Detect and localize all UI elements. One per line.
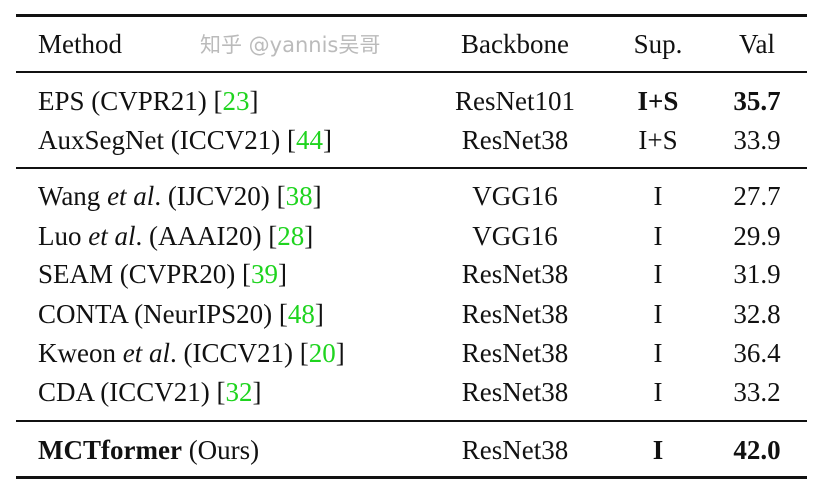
val-cell: 42.0 xyxy=(733,435,781,465)
backbone-cell: ResNet38 xyxy=(461,435,569,465)
method-name: CONTA xyxy=(38,299,128,329)
sup-cell: I xyxy=(653,181,663,211)
et-al: et al xyxy=(115,338,170,368)
method-cell: Kweon et al. (ICCV21) [20] xyxy=(38,335,345,371)
sup-cell: I xyxy=(652,435,664,465)
citation[interactable]: [44] xyxy=(286,125,332,155)
backbone-cell: ResNet38 xyxy=(461,259,569,289)
citation-number[interactable]: 38 xyxy=(285,181,313,211)
val-cell: 33.2 xyxy=(733,377,781,407)
watermark: 知乎 @yannis吴哥 xyxy=(200,33,381,57)
venue: (CVPR20) xyxy=(113,259,243,289)
method-name: Luo xyxy=(38,221,82,251)
venue: (ICCV21) xyxy=(93,377,217,407)
val-cell: 35.7 xyxy=(733,86,781,116)
venue: . (ICCV21) xyxy=(169,338,300,368)
top-rule xyxy=(16,14,807,17)
citation[interactable]: [32] xyxy=(216,377,262,407)
sup-cell: I xyxy=(653,338,663,368)
method-name: MCTformer xyxy=(38,435,182,465)
citation-number[interactable]: 20 xyxy=(308,338,336,368)
citation-number[interactable]: 32 xyxy=(225,377,253,407)
sup-cell: I+S xyxy=(637,86,679,116)
group-rule xyxy=(16,420,807,422)
method-cell: Luo et al. (AAAI20) [28] xyxy=(38,218,313,254)
citation-number[interactable]: 39 xyxy=(251,259,279,289)
method-name: CDA xyxy=(38,377,94,407)
header-method: Method xyxy=(38,29,122,59)
sup-cell: I xyxy=(653,221,663,251)
citation[interactable]: [39] xyxy=(242,259,288,289)
backbone-cell: ResNet38 xyxy=(461,125,569,155)
group-rule xyxy=(16,167,807,169)
table-row: Luo et al. (AAAI20) [28] VGG16 I 29.9 xyxy=(0,218,814,254)
table-row: MCTformer (Ours) ResNet38 I 42.0 xyxy=(0,432,814,468)
header-row: Method Backbone Sup. Val xyxy=(0,26,814,62)
sup-cell: I xyxy=(653,377,663,407)
header-sup: Sup. xyxy=(633,29,683,59)
method-cell: AuxSegNet (ICCV21) [44] xyxy=(38,122,332,158)
method-name: Wang xyxy=(38,181,101,211)
method-cell: MCTformer (Ours) xyxy=(38,432,259,468)
citation[interactable]: [48] xyxy=(278,299,324,329)
method-cell: CDA (ICCV21) [32] xyxy=(38,374,262,410)
venue: (NeurIPS20) xyxy=(127,299,279,329)
table-row: Wang et al. (IJCV20) [38] VGG16 I 27.7 xyxy=(0,178,814,214)
venue: . (IJCV20) xyxy=(154,181,277,211)
val-cell: 33.9 xyxy=(733,125,781,155)
backbone-cell: ResNet38 xyxy=(461,377,569,407)
val-cell: 32.8 xyxy=(733,299,781,329)
sup-cell: I+S xyxy=(638,125,678,155)
header-val: Val xyxy=(739,29,775,59)
citation[interactable]: [23] xyxy=(213,86,259,116)
backbone-cell: VGG16 xyxy=(472,181,558,211)
backbone-cell: ResNet38 xyxy=(461,299,569,329)
bottom-rule xyxy=(16,476,807,479)
val-cell: 36.4 xyxy=(733,338,781,368)
citation-number[interactable]: 28 xyxy=(277,221,305,251)
citation-number[interactable]: 48 xyxy=(287,299,315,329)
table-row: CDA (ICCV21) [32] ResNet38 I 33.2 xyxy=(0,374,814,410)
table-row: Kweon et al. (ICCV21) [20] ResNet38 I 36.4 xyxy=(0,335,814,371)
table-row: AuxSegNet (ICCV21) [44] ResNet38 I+S 33.9 xyxy=(0,122,814,158)
citation[interactable]: [28] xyxy=(268,221,314,251)
method-cell: Wang et al. (IJCV20) [38] xyxy=(38,178,322,214)
header-backbone: Backbone xyxy=(461,29,569,59)
method-name: SEAM xyxy=(38,259,114,289)
method-name: Kweon xyxy=(38,338,116,368)
val-cell: 31.9 xyxy=(733,259,781,289)
citation[interactable]: [38] xyxy=(276,181,322,211)
citation-number[interactable]: 44 xyxy=(295,125,323,155)
venue: (Ours) xyxy=(181,435,260,465)
val-cell: 29.9 xyxy=(733,221,781,251)
method-cell: CONTA (NeurIPS20) [48] xyxy=(38,296,324,332)
citation[interactable]: [20] xyxy=(299,338,345,368)
method-name: EPS xyxy=(38,86,85,116)
method-cell: EPS (CVPR21) [23] xyxy=(38,83,259,119)
header-rule xyxy=(16,71,807,73)
method-name: AuxSegNet xyxy=(38,125,164,155)
method-cell: SEAM (CVPR20) [39] xyxy=(38,256,287,292)
venue: (ICCV21) xyxy=(163,125,287,155)
sup-cell: I xyxy=(653,259,663,289)
sup-cell: I xyxy=(653,299,663,329)
venue: (CVPR21) xyxy=(84,86,214,116)
backbone-cell: ResNet38 xyxy=(461,338,569,368)
citation-number[interactable]: 23 xyxy=(222,86,250,116)
et-al: et al xyxy=(100,181,155,211)
backbone-cell: ResNet101 xyxy=(455,86,575,116)
et-al: et al xyxy=(81,221,136,251)
venue: . (AAAI20) xyxy=(135,221,269,251)
table-row: EPS (CVPR21) [23] ResNet101 I+S 35.7 xyxy=(0,83,814,119)
val-cell: 27.7 xyxy=(733,181,781,211)
table-row: SEAM (CVPR20) [39] ResNet38 I 31.9 xyxy=(0,256,814,292)
backbone-cell: VGG16 xyxy=(472,221,558,251)
table-row: CONTA (NeurIPS20) [48] ResNet38 I 32.8 xyxy=(0,296,814,332)
